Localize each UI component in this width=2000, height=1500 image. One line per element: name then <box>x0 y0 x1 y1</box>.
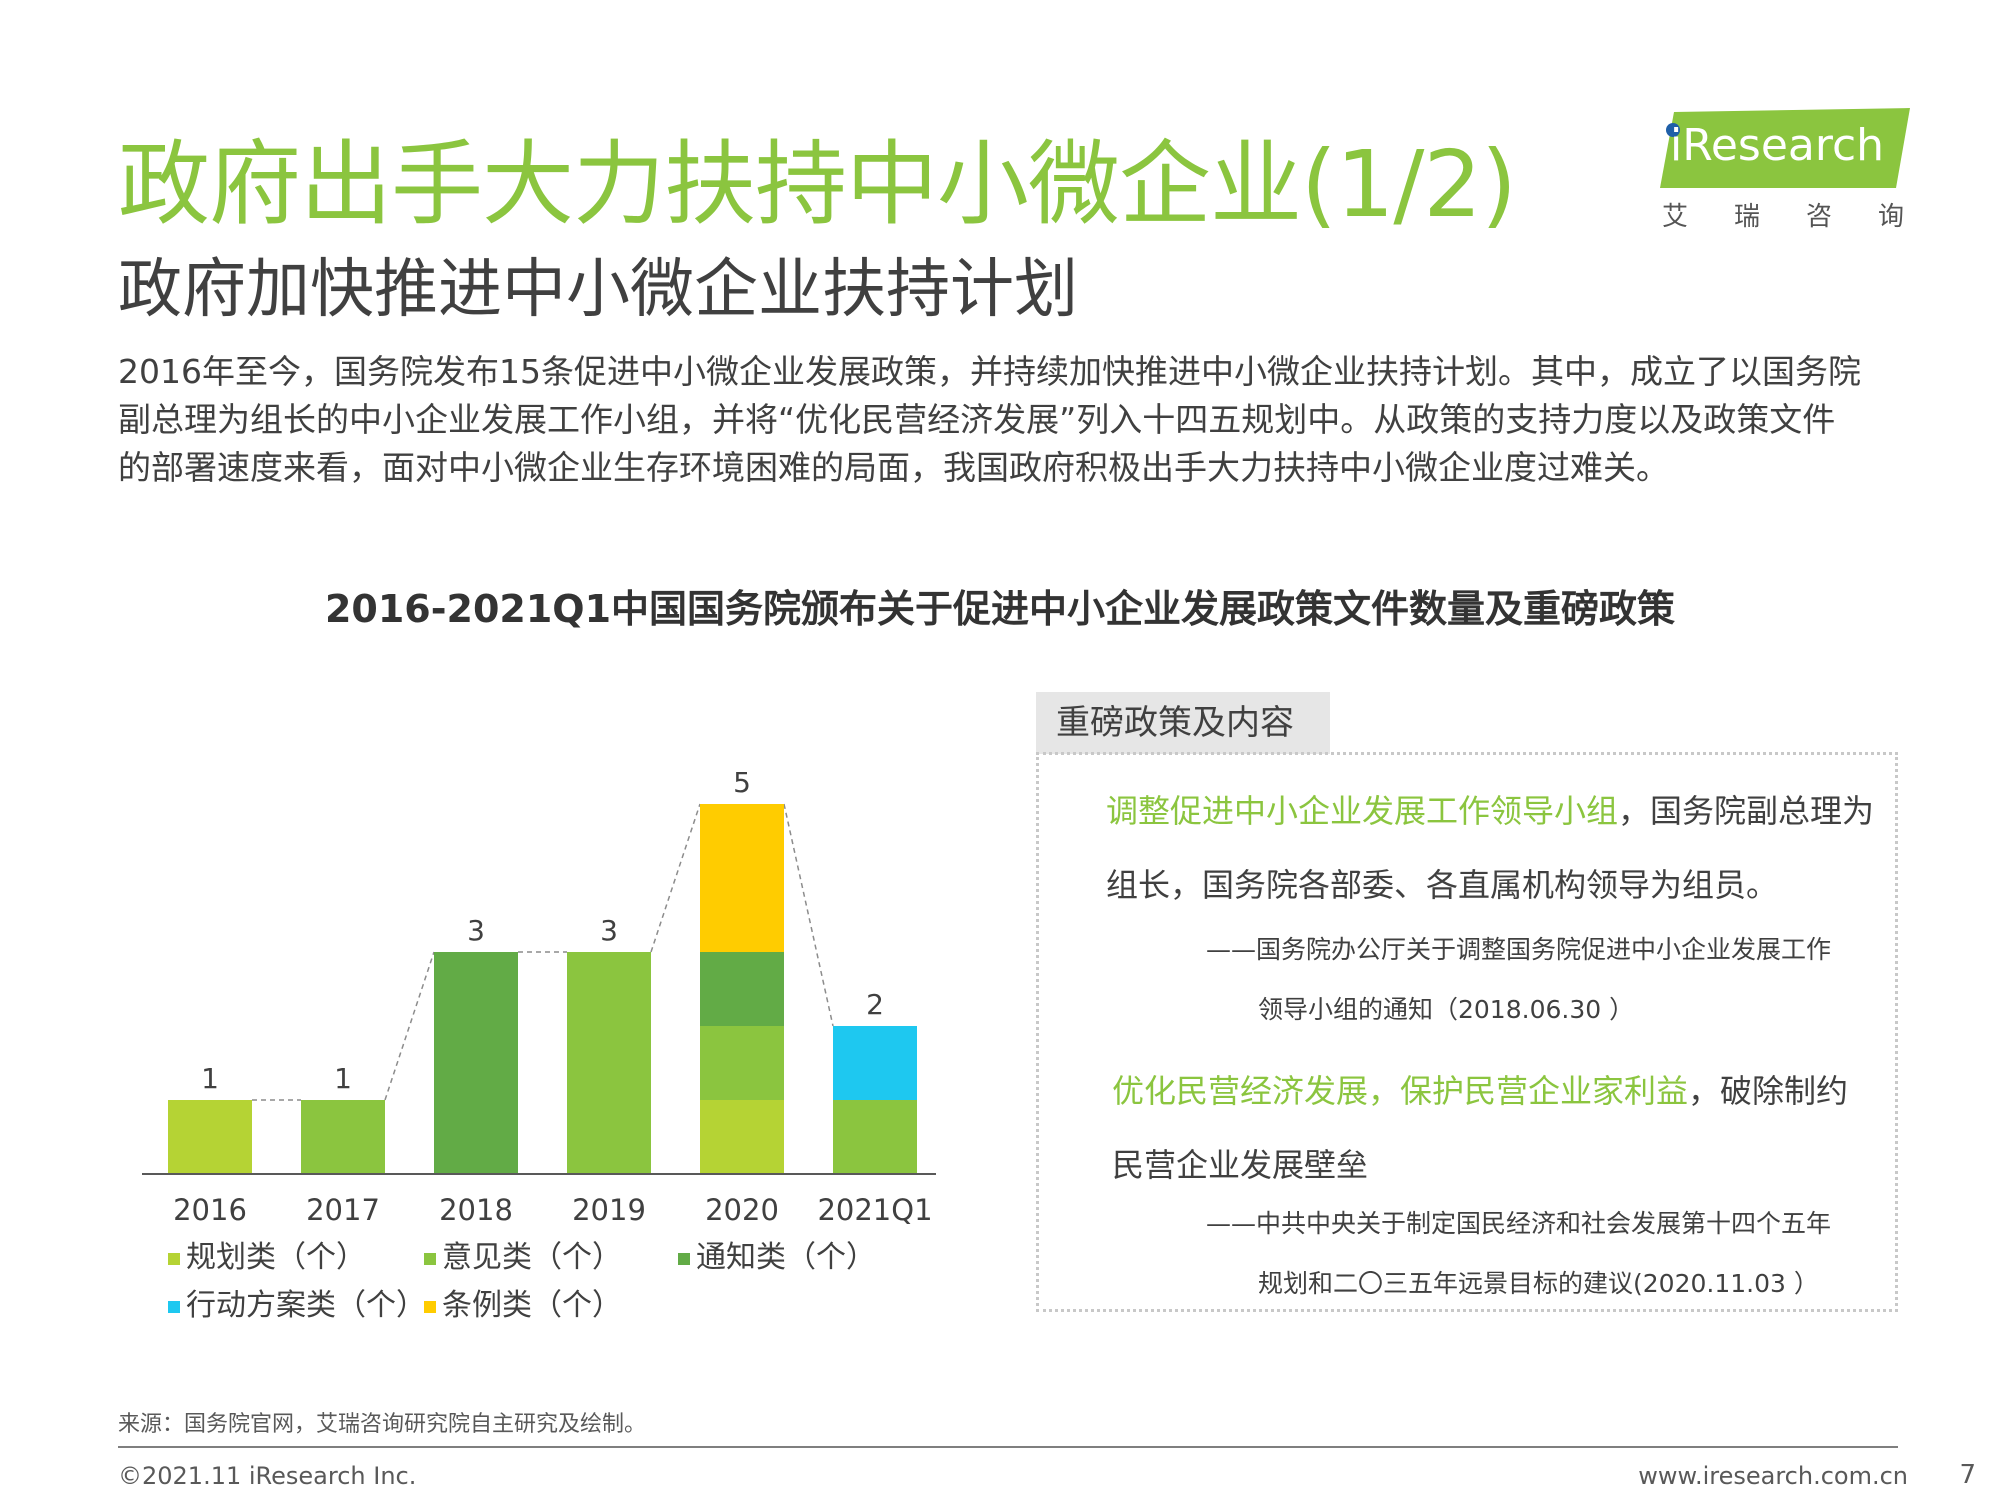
policy-1-text: ，国务院副总理为 <box>1618 792 1875 830</box>
legend-swatch <box>168 1252 180 1265</box>
legend-swatch <box>168 1300 180 1313</box>
policy-1-citation: ——国务院办公厅关于调整国务院促进中小企业发展工作 <box>1206 935 1832 964</box>
legend-item-action-plan: 行动方案类（个） <box>168 1280 426 1324</box>
policy-1-citation-2: 领导小组的通知（2018.06.30 ） <box>1258 995 1635 1024</box>
x-tick-label: 2016 <box>173 1193 247 1227</box>
bar-segment <box>434 952 518 1174</box>
legend-swatch <box>424 1300 436 1313</box>
policy-1-highlight: 调整促进中小企业发展工作领导小组 <box>1106 792 1619 830</box>
bar-segment <box>833 1026 917 1100</box>
bar-total-label: 3 <box>467 914 485 947</box>
legend-label: 行动方案类（个） <box>186 1288 426 1323</box>
bar-segment <box>700 1100 784 1174</box>
bar-total-label: 2 <box>866 988 884 1021</box>
page-subtitle: 政府加快推进中小微企业扶持计划 <box>118 253 1078 327</box>
bar-total-label: 1 <box>334 1062 352 1095</box>
bar-segment <box>301 1100 385 1174</box>
policy-2-text: ，破除制约 <box>1688 1072 1849 1110</box>
stacked-bar-chart: 1 2016 1 2017 3 2018 3 2019 5 2020 2 2021Q1 <box>142 766 936 1227</box>
bar-total-label: 5 <box>733 766 751 799</box>
logo-background-icon <box>1660 108 1910 188</box>
bar-segment <box>168 1100 252 1174</box>
logo-subtext: 艾瑞咨询 <box>1662 202 1951 232</box>
x-tick-label: 2021Q1 <box>817 1193 932 1227</box>
policy-1-line-2: 组长，国务院各部委、各直属机构领导为组员。 <box>1106 866 1779 904</box>
legend-swatch <box>424 1252 436 1265</box>
chart-title: 2016-2021Q1中国国务院颁布关于促进中小企业发展政策文件数量及重磅政策 <box>324 587 1676 631</box>
legend-item-opinion: 意见类（个） <box>424 1232 622 1276</box>
bar-segment <box>700 1026 784 1100</box>
copyright: ©2021.11 iResearch Inc. <box>118 1462 417 1490</box>
bar-segment <box>833 1100 917 1174</box>
source-note: 来源：国务院官网，艾瑞咨询研究院自主研究及绘制。 <box>118 1412 647 1437</box>
policy-2-line-2: 民营企业发展壁垒 <box>1112 1146 1369 1184</box>
bar-segment <box>567 952 651 1174</box>
policy-1-line-1: 调整促进中小企业发展工作领导小组，国务院副总理为 <box>1106 786 1874 832</box>
legend-label: 规划类（个） <box>186 1240 366 1275</box>
x-tick-label: 2018 <box>439 1193 513 1227</box>
intro-paragraph: 2016年至今，国务院发布15条促进中小微企业发展政策，并持续加快推进中小微企业… <box>118 348 1898 492</box>
intro-line: 副总理为组长的中小企业发展工作小组，并将“优化民营经济发展”列入十四五规划中。从… <box>118 400 1836 439</box>
policy-2-line-1: 优化民营经济发展，保护民营企业家利益，破除制约 <box>1112 1066 1848 1112</box>
bar-segment <box>700 804 784 952</box>
legend-item-notice: 通知类（个） <box>678 1232 876 1276</box>
legend-label: 通知类（个） <box>696 1240 876 1275</box>
website-link[interactable]: www.iresearch.com.cn <box>1638 1462 1908 1490</box>
legend-swatch <box>678 1252 690 1265</box>
policy-2-highlight: 优化民营经济发展，保护民营企业家利益 <box>1112 1072 1689 1110</box>
policy-panel <box>1036 752 1898 1312</box>
intro-line: 的部署速度来看，面对中小微企业生存环境困难的局面，我国政府积极出手大力扶持中小微… <box>118 448 1669 487</box>
policy-panel-tab: 重磅政策及内容 <box>1036 692 1330 754</box>
x-tick-label: 2017 <box>306 1193 380 1227</box>
legend-label: 条例类（个） <box>442 1288 622 1323</box>
x-tick-label: 2020 <box>705 1193 779 1227</box>
trend-connector-line <box>650 803 701 953</box>
legend-label: 意见类（个） <box>442 1240 622 1275</box>
logo-text: iResearch <box>1670 120 1885 171</box>
x-tick-label: 2019 <box>572 1193 646 1227</box>
bar-total-label: 3 <box>600 914 618 947</box>
bar-total-label: 1 <box>201 1062 219 1095</box>
legend-item-regulation: 条例类（个） <box>424 1280 622 1324</box>
page-number: 7 <box>1959 1460 1976 1490</box>
trend-connector-line <box>783 803 834 1027</box>
trend-connector-line <box>384 951 435 1101</box>
policy-2-citation-2: 规划和二〇三五年远景目标的建议(2020.11.03 ） <box>1258 1269 1819 1298</box>
page-title: 政府出手大力扶持中小微企业(1/2) <box>118 131 1517 238</box>
intro-line: 2016年至今，国务院发布15条促进中小微企业发展政策，并持续加快推进中小微企业… <box>118 352 1861 391</box>
policy-2-citation: ——中共中央关于制定国民经济和社会发展第十四个五年 <box>1206 1209 1832 1238</box>
bar-segment <box>700 952 784 1026</box>
iresearch-logo: iResearch 艾瑞咨询 <box>1660 108 1920 232</box>
legend-item-planning: 规划类（个） <box>168 1232 366 1276</box>
footer-divider <box>118 1446 1898 1448</box>
